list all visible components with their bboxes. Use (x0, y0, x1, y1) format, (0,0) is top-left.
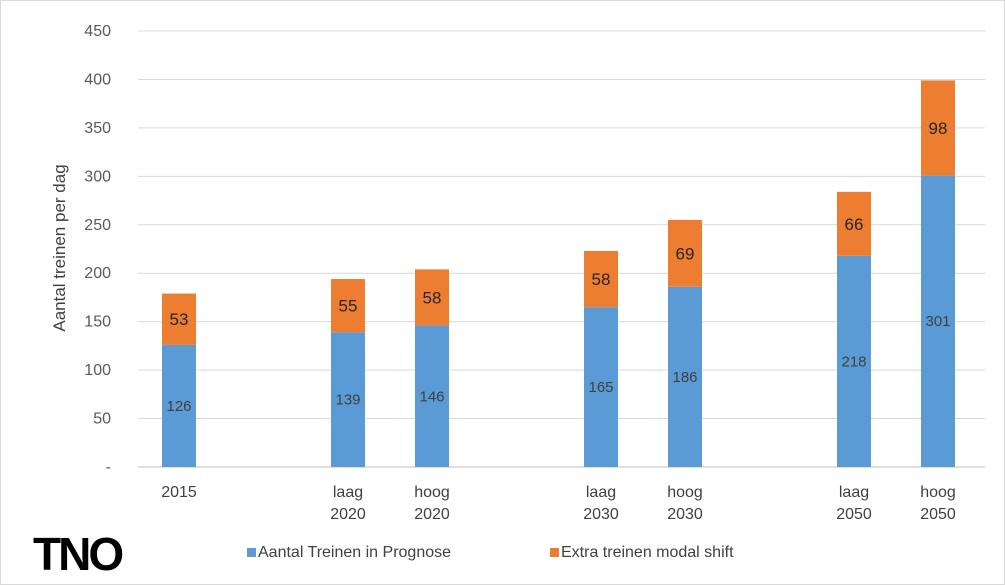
bar-prognose (668, 286, 702, 467)
data-label-modal-shift: 53 (170, 310, 189, 329)
bar-modal-shift (668, 219, 702, 287)
bar-modal-shift (584, 250, 618, 308)
data-label-prognose: 301 (925, 313, 950, 330)
y-axis-tick-labels: - 50 100 150 200 250 300 350 400 450 (84, 23, 111, 476)
data-label-prognose: 139 (335, 392, 360, 409)
bar-prognose (921, 175, 955, 467)
x-category-label: 2015 (161, 484, 197, 501)
y-tick-label: 100 (84, 362, 111, 379)
x-category-label: hoog (920, 484, 956, 501)
y-tick-label: 300 (84, 168, 111, 185)
x-category-label: hoog (667, 484, 703, 501)
legend: Aantal Treinen in Prognose Extra treinen … (247, 544, 734, 561)
bar-modal-shift (415, 269, 449, 326)
data-label-modal-shift: 58 (592, 270, 611, 289)
data-label-prognose: 126 (166, 398, 191, 415)
x-category-label: 2020 (330, 506, 366, 523)
bar-prognose (837, 255, 871, 467)
data-label-modal-shift: 55 (339, 297, 358, 316)
bar-modal-shift (331, 279, 365, 333)
legend-label: Aantal Treinen in Prognose (258, 544, 451, 561)
data-label-modal-shift: 98 (929, 119, 948, 138)
bar-modal-shift (162, 293, 196, 345)
data-label-prognose: 218 (841, 353, 866, 370)
x-category-label: hoog (414, 484, 450, 501)
legend-swatch (247, 548, 256, 557)
y-tick-label: 200 (84, 265, 111, 282)
x-axis-category-labels: 2015 laag 2020 hoog 2020 laag 2030 hoog 2030 laag… (161, 484, 956, 523)
tno-logo: TNO (33, 528, 125, 580)
bar-prognose (331, 332, 365, 467)
data-label-modal-shift: 69 (676, 244, 695, 263)
x-category-label: laag (333, 484, 363, 501)
bar-modal-shift (921, 80, 955, 176)
data-label-prognose: 146 (419, 388, 444, 405)
y-tick-label: - (106, 459, 111, 476)
logo-text: TNO (33, 528, 122, 580)
y-axis-label: Aantal treinen per dag (50, 164, 69, 331)
x-category-label: 2050 (920, 506, 956, 523)
x-category-label: laag (839, 484, 869, 501)
legend-label: Extra treinen modal shift (561, 544, 734, 561)
bar-prognose (162, 344, 196, 467)
y-tick-label: 350 (84, 120, 111, 137)
x-category-label: 2020 (414, 506, 450, 523)
legend-swatch (550, 548, 559, 557)
data-label-prognose: 165 (588, 379, 613, 396)
y-tick-label: 50 (93, 411, 111, 428)
bar-prognose (415, 325, 449, 467)
bar-prognose (584, 307, 618, 467)
y-tick-label: 450 (84, 23, 111, 40)
x-category-label: 2030 (583, 506, 619, 523)
bar-modal-shift (837, 191, 871, 256)
bars: 126 53 139 55 146 58 165 58 186 69 218 66 301 98 (162, 80, 955, 467)
y-tick-label: 150 (84, 314, 111, 331)
x-category-label: laag (586, 484, 616, 501)
x-category-label: 2030 (667, 506, 703, 523)
y-tick-label: 400 (84, 71, 111, 88)
data-label-prognose: 186 (672, 369, 697, 386)
data-label-modal-shift: 66 (845, 215, 864, 234)
y-tick-label: 250 (84, 217, 111, 234)
data-label-modal-shift: 58 (423, 288, 442, 307)
x-category-label: 2050 (836, 506, 872, 523)
